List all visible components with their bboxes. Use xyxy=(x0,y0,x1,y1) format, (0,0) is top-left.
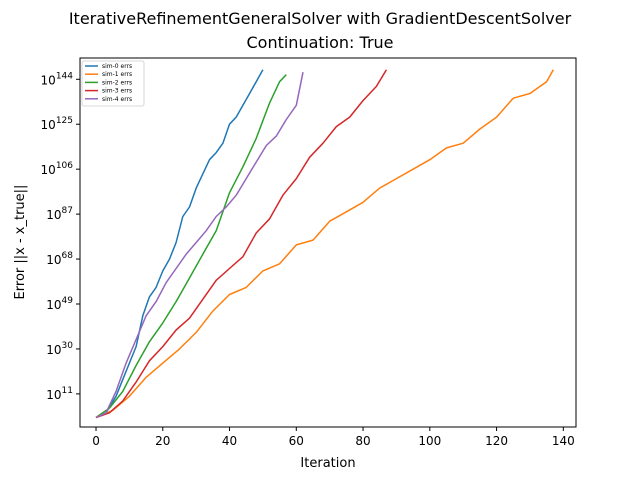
legend-label-sim-1: sim-1 errs xyxy=(102,71,132,78)
legend-label-sim-2: sim-2 errs xyxy=(102,79,132,86)
x-tick-label: 80 xyxy=(355,434,370,448)
x-tick-label: 100 xyxy=(418,434,441,448)
x-axis-label: Iteration xyxy=(300,456,355,471)
x-tick-label: 20 xyxy=(155,434,170,448)
y-tick-label: 10125 xyxy=(41,116,73,132)
y-tick-label: 1068 xyxy=(46,251,73,267)
series-line-sim-0 xyxy=(95,69,264,419)
series-layer xyxy=(95,69,554,419)
x-tick-label: 40 xyxy=(222,434,237,448)
y-axis-label: Error ||x - x_true|| xyxy=(13,185,28,300)
y-tick-label: 1011 xyxy=(46,386,73,402)
y-tick-label: 1049 xyxy=(46,296,73,312)
y-axis-ticks: 1011 1030 1049 1068 1087 10106 10125 10144 xyxy=(41,71,80,402)
series-line-sim-3 xyxy=(95,69,388,419)
plot-frame xyxy=(79,57,577,428)
x-tick-label: 140 xyxy=(552,434,575,448)
x-tick-label: 120 xyxy=(485,434,508,448)
chart-subtitle: Continuation: True xyxy=(246,33,393,52)
legend-label-sim-3: sim-3 errs xyxy=(102,88,132,95)
x-tick-label: 60 xyxy=(289,434,304,448)
series-line-sim-1 xyxy=(95,69,554,419)
series-line-sim-4 xyxy=(95,72,304,419)
series-line-sim-2 xyxy=(95,74,287,419)
y-tick-label: 1030 xyxy=(46,341,73,357)
y-tick-label: 10144 xyxy=(41,71,74,87)
y-tick-label: 10106 xyxy=(41,161,74,177)
y-tick-label: 1087 xyxy=(46,206,73,222)
legend-box xyxy=(81,60,145,107)
plot-area xyxy=(80,58,576,427)
legend-label-sim-0: sim-0 errs xyxy=(102,63,132,70)
x-tick-label: 0 xyxy=(92,434,100,448)
chart-title: IterativeRefinementGeneralSolver with Gr… xyxy=(69,9,572,28)
legend-label-sim-4: sim-4 errs xyxy=(102,96,132,103)
x-axis-ticks: 0 20 40 60 80 100 120 140 xyxy=(92,427,575,448)
